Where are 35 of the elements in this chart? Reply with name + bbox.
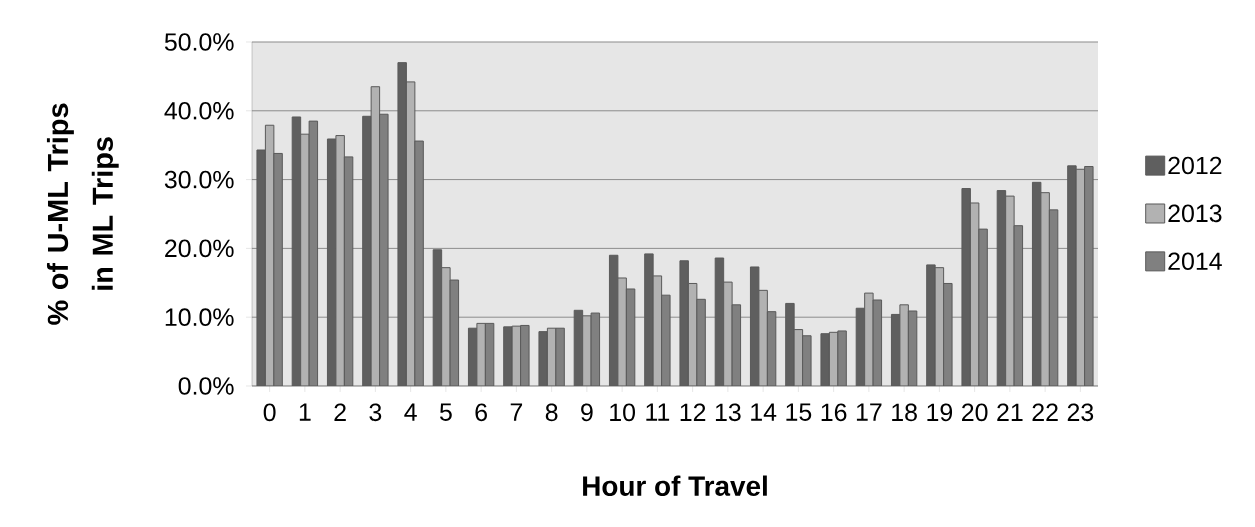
y-tick-label: 50.0% [164, 33, 234, 51]
x-tick-label: 10 [610, 403, 636, 422]
x-tick-label: 2 [334, 403, 346, 421]
x-tick-label: 19 [927, 403, 953, 422]
x-tick-label: 14 [751, 403, 777, 421]
legend-label: 2014 [1168, 252, 1222, 271]
x-tick-label: 4 [404, 403, 417, 421]
x-tick-label: 7 [510, 403, 523, 421]
x-tick-label: 23 [1067, 403, 1094, 422]
x-tick-label: 12 [680, 403, 706, 421]
x-tick-label: 22 [1032, 403, 1058, 421]
x-tick-label: 16 [821, 403, 847, 422]
y-tick-label: 40.0% [164, 101, 234, 120]
y-tick-label: 30.0% [164, 170, 234, 189]
x-tick-label: 8 [545, 403, 558, 422]
x-tick-label: 15 [786, 403, 812, 421]
x-tick-label: 3 [369, 403, 382, 422]
x-tick-label: 6 [475, 403, 487, 422]
x-tick-label: 1 [299, 403, 311, 421]
x-tick-label: 21 [997, 403, 1023, 421]
y-axis-title: % of U-ML Trips in ML Trips [46, 103, 119, 325]
x-tick-label: 11 [646, 403, 670, 421]
x-tick-label: 20 [962, 403, 988, 422]
x-axis-title: Hour of Travel [583, 475, 767, 496]
x-tick-label: 18 [892, 403, 917, 422]
x-tick-label: 0 [263, 403, 276, 422]
x-tick-label: 17 [856, 403, 882, 421]
y-tick-label: 10.0% [165, 308, 234, 327]
x-tick-label: 5 [439, 403, 452, 421]
y-tick-label: 0.0% [178, 377, 234, 395]
x-tick-label: 13 [715, 403, 741, 422]
legend-label: 2012 [1168, 156, 1222, 175]
legend-label: 2013 [1168, 204, 1222, 223]
y-tick-label: 20.0% [165, 239, 234, 258]
x-tick-label: 9 [581, 403, 593, 422]
